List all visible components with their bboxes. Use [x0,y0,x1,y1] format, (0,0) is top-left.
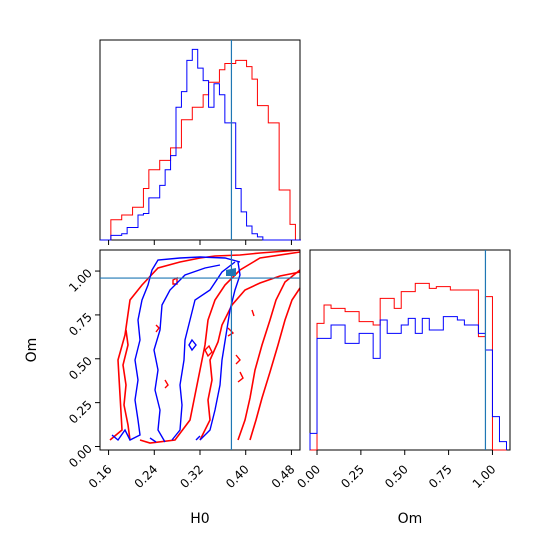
x-axis-label-h0: H0 [190,511,209,527]
y-axis-label-om: Om [24,338,40,363]
blue-contour-right [199,261,241,441]
red-contour-left-inner [122,329,131,441]
h0-marginal-panel [99,39,301,245]
x-axis-label-om: Om [398,511,423,527]
joint-xtick-label-1: 0.24 [132,462,161,491]
om-xtick-label-1: 0.25 [338,462,367,491]
blue-blob-1 [188,338,197,352]
red-contour-outer [139,251,301,444]
joint-ytick-label-3: 0.75 [66,310,95,339]
joint-xtick-label-3: 0.40 [223,462,252,491]
om-xtick-label-3: 0.75 [426,462,455,491]
blue-blob-2 [195,435,201,441]
om-xtick-label-2: 0.50 [382,462,411,491]
h0-marginal-frame [99,39,301,241]
red-blob-2 [155,324,160,333]
blue-blob-3 [149,437,157,443]
joint-ytick-label-2: 0.50 [66,354,95,383]
contours [109,249,301,444]
joint-xtick-label-0: 0.16 [86,462,115,491]
joint-xtick-label-4: 0.48 [269,462,298,491]
om-xtick-label-0: 0.00 [294,462,323,491]
h0-hist-series-1 [100,48,301,241]
joint-ytick-label-0: 0.00 [66,442,95,471]
blue-contour-mid [153,264,221,443]
red-contour-right-2 [249,287,301,441]
om-xtick-label-4: 1.00 [470,462,499,491]
red-contour-right [237,269,301,441]
red-blob-7 [251,309,255,317]
joint-xtick-label-2: 0.32 [177,462,206,491]
om-marginal-panel: 0.00 0.25 0.50 0.75 1.00 [294,249,511,491]
red-blob-3 [164,379,169,389]
blue-contour-outer [111,256,241,442]
blue-contour-inner [171,261,236,441]
om-hist-series-1 [309,316,507,450]
joint-panel: 0.16 0.24 0.32 0.40 0.48 0.00 0.25 0.50 0.75 1.00 [66,249,301,491]
red-blob-8 [204,344,213,358]
red-contour-inner [199,271,301,441]
h0-hist-series-0 [100,59,301,241]
om-hist-series-0 [310,282,507,451]
red-blob-6 [237,371,244,383]
red-blob-4 [227,327,235,337]
om-marginal-frame [309,249,511,451]
red-blob-5 [235,354,241,365]
joint-ytick-label-1: 0.25 [66,398,95,427]
joint-ytick-label-4: 1.00 [66,266,95,295]
